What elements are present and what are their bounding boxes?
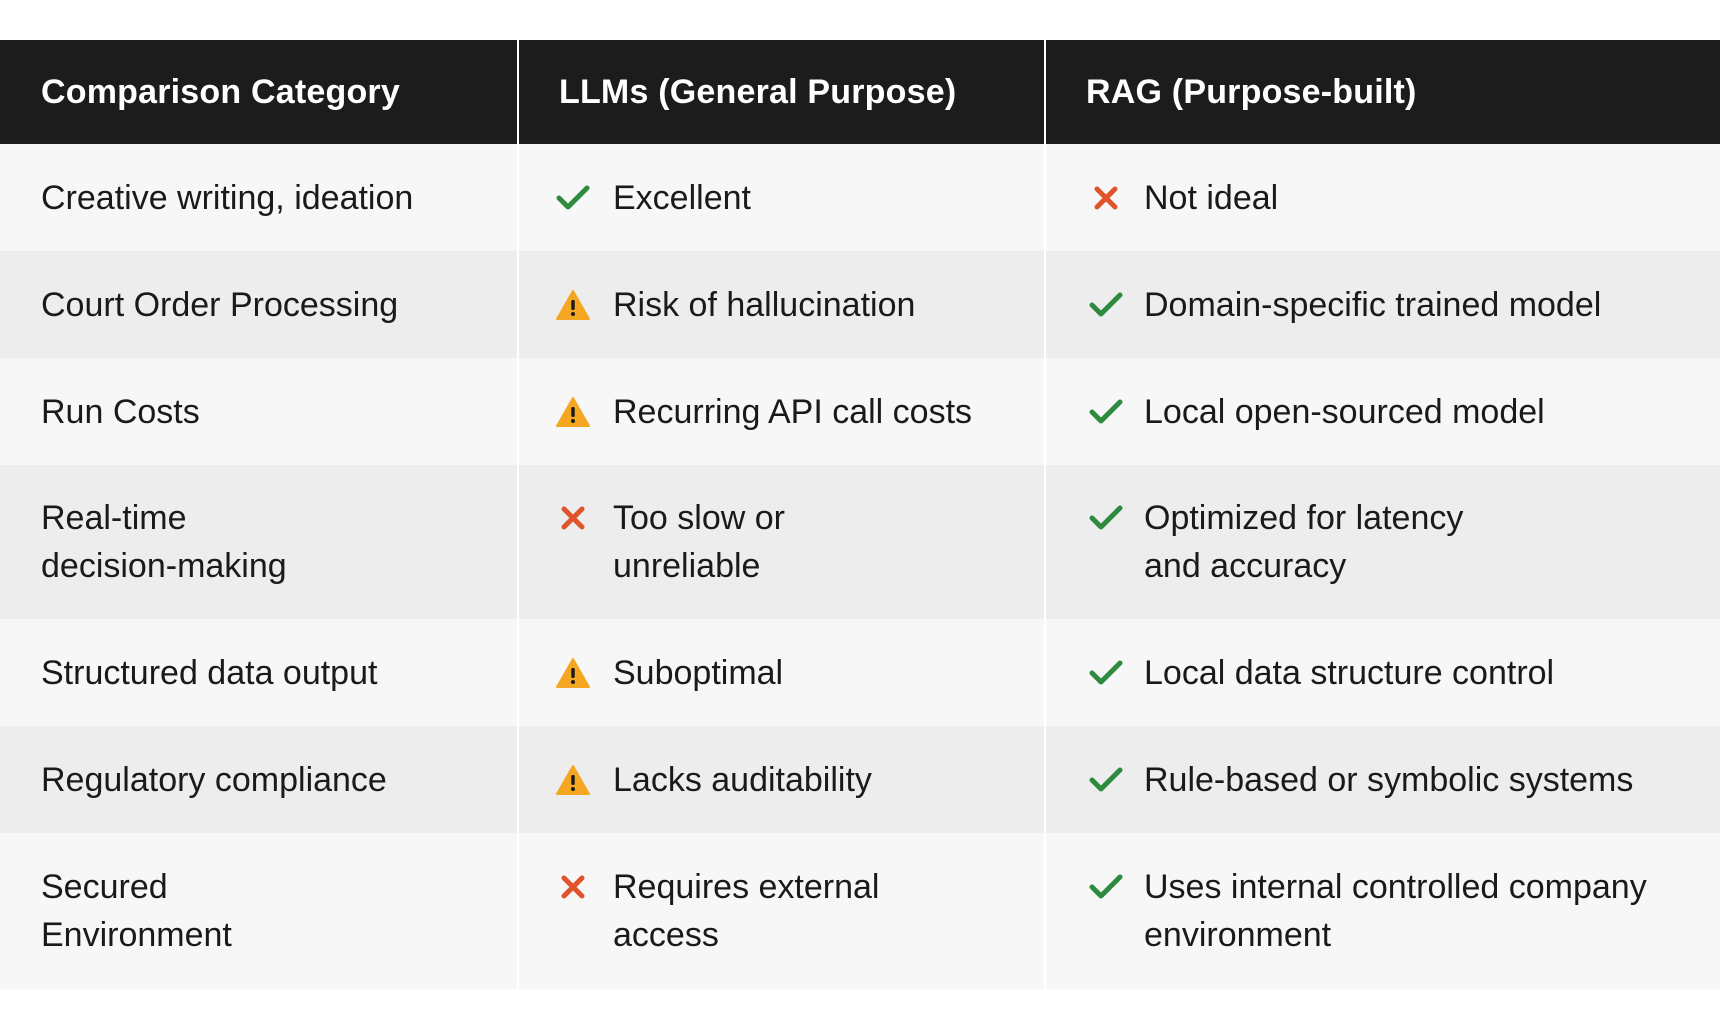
llms-status: Recurring API call costs <box>551 388 973 436</box>
llms-status: Requires external access <box>551 863 973 959</box>
llms-status-text: Excellent <box>613 178 751 217</box>
cross-icon <box>1086 174 1126 222</box>
header-category: Comparison Category <box>41 72 400 111</box>
row-category: Real-time decision-making <box>41 499 287 585</box>
check-icon <box>1086 281 1126 329</box>
rag-status-text: Local data structure control <box>1144 653 1555 692</box>
row-category: Regulatory compliance <box>41 760 387 799</box>
llms-status: Risk of hallucination <box>551 281 973 329</box>
row-category: Structured data output <box>41 653 378 692</box>
warning-icon <box>551 649 595 697</box>
rag-status-text: Not ideal <box>1144 178 1279 217</box>
llms-status-text: Suboptimal <box>613 653 784 692</box>
check-icon <box>1086 756 1126 804</box>
check-icon <box>1086 388 1126 436</box>
row-category: Court Order Processing <box>41 285 399 324</box>
llms-status-text: Requires external access <box>613 868 880 954</box>
llms-status: Excellent <box>551 174 973 222</box>
warning-icon <box>551 388 595 436</box>
rag-status-text: Rule-based or symbolic systems <box>1144 760 1634 799</box>
check-icon <box>1086 863 1126 911</box>
rag-status: Rule-based or symbolic systems <box>1086 756 1704 804</box>
llms-status-text: Too slow or unreliable <box>613 499 785 585</box>
llms-status-text: Lacks auditability <box>613 760 872 799</box>
warning-icon <box>551 281 595 329</box>
rag-status: Not ideal <box>1086 174 1704 222</box>
rag-status: Uses internal controlled company environ… <box>1086 863 1704 959</box>
table-row: Court Order Processing Risk of hallucina… <box>0 251 1720 358</box>
table-row: Real-time decision-making Too slow or un… <box>0 465 1720 619</box>
rag-status: Domain-specific trained model <box>1086 281 1704 329</box>
rag-status: Local open-sourced model <box>1086 388 1704 436</box>
row-category: Creative writing, ideation <box>41 178 414 217</box>
warning-icon <box>551 756 595 804</box>
cross-icon <box>551 494 595 542</box>
llms-status-text: Risk of hallucination <box>613 285 916 324</box>
llms-status: Lacks auditability <box>551 756 973 804</box>
header-llms: LLMs (General Purpose) <box>517 40 1044 144</box>
check-icon <box>1086 494 1126 542</box>
table-header: Comparison Category LLMs (General Purpos… <box>0 40 1720 144</box>
table-row: Regulatory compliance Lacks auditability… <box>0 726 1720 833</box>
table-row: Structured data output Suboptimal Local … <box>0 619 1720 726</box>
rag-status-text: Domain-specific trained model <box>1144 285 1602 324</box>
rag-status-text: Local open-sourced model <box>1144 392 1545 431</box>
llms-status-text: Recurring API call costs <box>613 392 973 431</box>
comparison-table: Comparison Category LLMs (General Purpos… <box>0 40 1720 989</box>
llms-status: Too slow or unreliable <box>551 494 973 590</box>
llms-status: Suboptimal <box>551 649 973 697</box>
table-row: Secured Environment Requires external ac… <box>0 833 1720 989</box>
check-icon <box>1086 649 1126 697</box>
row-category: Run Costs <box>41 392 200 431</box>
rag-status-text: Uses internal controlled company environ… <box>1144 868 1647 954</box>
header-rag: RAG (Purpose-built) <box>1044 40 1720 144</box>
table-row: Creative writing, ideation Excellent Not… <box>0 144 1720 251</box>
rag-status: Optimized for latency and accuracy <box>1086 494 1704 590</box>
row-category: Secured Environment <box>41 868 232 954</box>
table-row: Run Costs Recurring API call costs Local… <box>0 358 1720 465</box>
cross-icon <box>551 863 595 911</box>
rag-status: Local data structure control <box>1086 649 1704 697</box>
rag-status-text: Optimized for latency and accuracy <box>1144 499 1464 585</box>
check-icon <box>551 174 595 222</box>
